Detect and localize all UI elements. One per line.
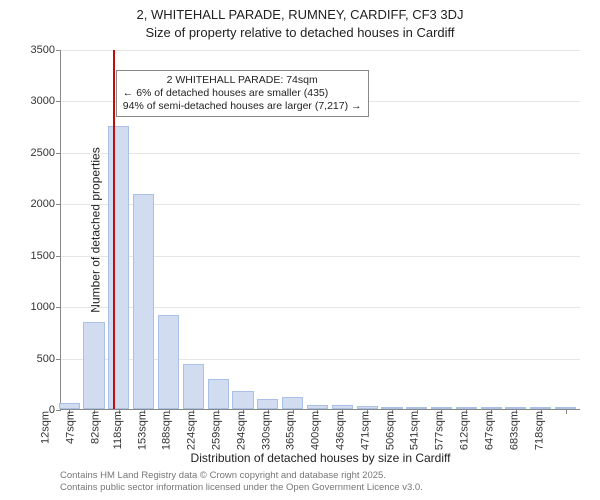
chart-title-line1: 2, WHITEHALL PARADE, RUMNEY, CARDIFF, CF… (0, 6, 600, 24)
histogram-bar (307, 405, 328, 409)
x-tick-label: 683sqm (508, 409, 520, 450)
footer-credits: Contains HM Land Registry data © Crown c… (60, 470, 423, 494)
x-tick-label: 82sqm (89, 409, 101, 444)
y-tick-label: 3500 (31, 44, 61, 56)
reference-line (113, 50, 115, 409)
histogram-bar (481, 407, 502, 409)
x-tick-label: 47sqm (65, 409, 77, 444)
x-tick-label: 12sqm (40, 409, 52, 444)
histogram-bar (133, 194, 154, 409)
histogram-bar (530, 407, 551, 409)
chart-title-line2: Size of property relative to detached ho… (0, 24, 600, 42)
x-axis-title: Distribution of detached houses by size … (191, 451, 451, 465)
x-tick-label: 436sqm (335, 409, 347, 450)
histogram-bar (158, 315, 179, 409)
plot-frame: Number of detached properties Distributi… (60, 50, 580, 410)
x-tick-label: 259sqm (210, 409, 222, 450)
x-tick-label: 153sqm (136, 409, 148, 450)
histogram-bar (357, 406, 378, 409)
histogram-bar (431, 407, 452, 409)
x-tick-mark (566, 409, 567, 414)
chart-plot-area: Number of detached properties Distributi… (60, 50, 580, 410)
histogram-bar (406, 407, 427, 409)
annotation-line2: ← 6% of detached houses are smaller (435… (123, 87, 362, 100)
histogram-bar (183, 364, 204, 409)
annotation-line1: 2 WHITEHALL PARADE: 74sqm (123, 74, 362, 87)
histogram-bar (555, 407, 576, 409)
histogram-bar (59, 403, 80, 409)
x-tick-label: 118sqm (112, 409, 124, 449)
histogram-bar (83, 322, 104, 409)
footer-line1: Contains HM Land Registry data © Crown c… (60, 470, 423, 482)
histogram-bar (257, 399, 278, 409)
y-tick-label: 1500 (31, 250, 61, 262)
x-tick-label: 541sqm (409, 409, 421, 450)
annotation-line3: 94% of semi-detached houses are larger (… (123, 100, 362, 113)
chart-title-block: 2, WHITEHALL PARADE, RUMNEY, CARDIFF, CF… (0, 0, 600, 41)
y-tick-label: 2000 (31, 198, 61, 210)
histogram-bar (108, 126, 129, 409)
x-tick-label: 647sqm (483, 409, 495, 450)
y-tick-label: 1000 (31, 301, 61, 313)
histogram-bar (505, 407, 526, 409)
histogram-bar (381, 407, 402, 409)
histogram-bar (282, 397, 303, 409)
x-tick-label: 577sqm (434, 409, 446, 450)
footer-line2: Contains public sector information licen… (60, 482, 423, 494)
x-tick-label: 224sqm (186, 409, 198, 450)
x-tick-label: 718sqm (533, 409, 545, 450)
x-tick-label: 612sqm (458, 409, 470, 450)
x-tick-label: 188sqm (161, 409, 173, 450)
x-tick-label: 330sqm (260, 409, 272, 450)
x-tick-label: 506sqm (384, 409, 396, 450)
x-tick-label: 400sqm (310, 409, 322, 450)
x-tick-label: 471sqm (359, 409, 371, 450)
histogram-bar (456, 407, 477, 409)
y-tick-label: 2500 (31, 147, 61, 159)
histogram-bar (232, 391, 253, 410)
x-tick-label: 365sqm (285, 409, 297, 450)
annotation-box: 2 WHITEHALL PARADE: 74sqm ← 6% of detach… (116, 70, 369, 117)
y-tick-label: 3000 (31, 95, 61, 107)
x-tick-label: 294sqm (235, 409, 247, 450)
y-tick-label: 500 (37, 353, 61, 365)
histogram-bar (208, 379, 229, 409)
histogram-bar (332, 405, 353, 409)
